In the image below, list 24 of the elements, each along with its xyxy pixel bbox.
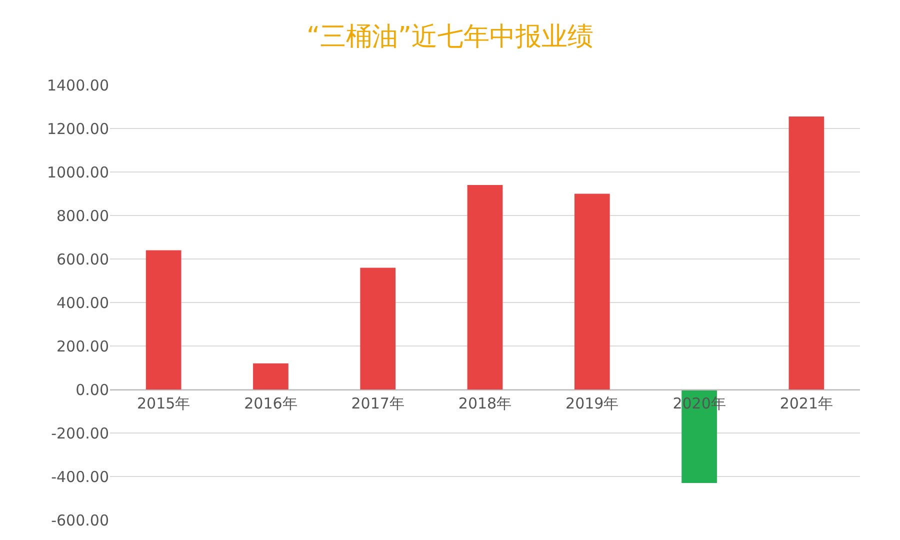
x-tick-label: 2018年 — [458, 394, 512, 412]
x-tick-label: 2021年 — [780, 394, 834, 412]
y-tick-label: 1400.00 — [46, 76, 109, 94]
y-tick-label: 800.00 — [56, 206, 109, 225]
bar — [146, 250, 182, 390]
y-tick-label: -600.00 — [51, 511, 109, 530]
bar — [574, 194, 610, 390]
bar — [253, 363, 288, 390]
y-tick-label: 1000.00 — [46, 163, 109, 182]
bar — [788, 116, 824, 390]
y-tick-label: 600.00 — [56, 250, 109, 268]
x-tick-label: 2016年 — [244, 394, 298, 412]
y-tick-label: 1200.00 — [46, 120, 109, 138]
y-tick-label: 0.00 — [76, 380, 109, 399]
bar — [360, 268, 396, 390]
chart-title: “三桶油”近七年中报业绩 — [306, 22, 594, 52]
y-tick-label: 400.00 — [56, 294, 109, 312]
x-tick-label: 2015年 — [136, 394, 190, 412]
x-tick-label: 2019年 — [566, 394, 619, 412]
bar — [467, 185, 503, 390]
y-tick-label: 200.00 — [56, 337, 109, 356]
y-tick-label: -200.00 — [51, 424, 109, 442]
x-tick-label: 2017年 — [351, 394, 404, 412]
y-tick-label: -400.00 — [51, 468, 109, 486]
